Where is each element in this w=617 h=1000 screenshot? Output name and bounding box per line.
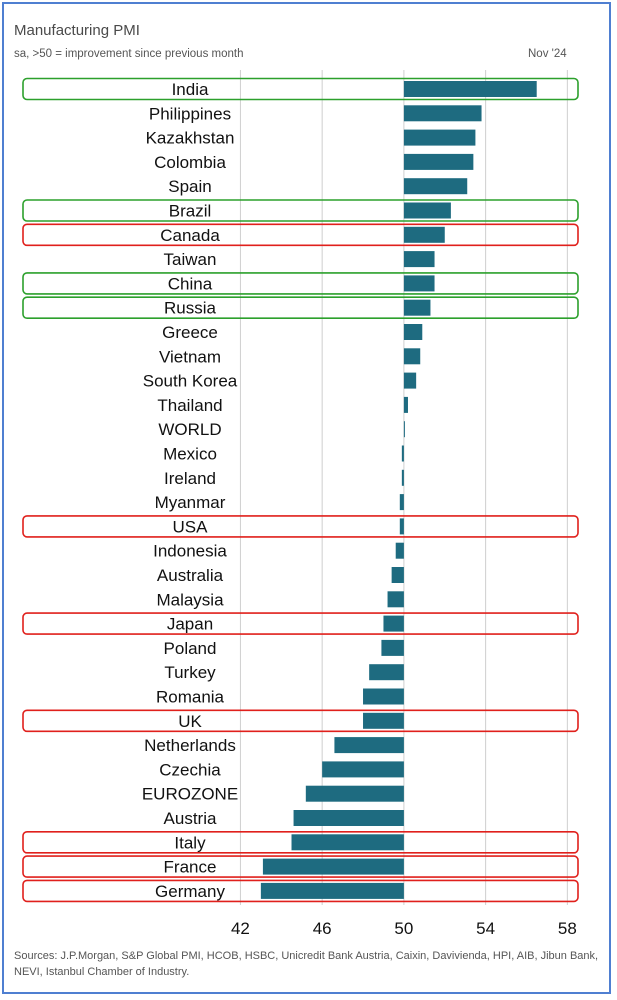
category-label: Vietnam: [159, 347, 221, 366]
category-label: Netherlands: [144, 736, 236, 755]
category-label: Austria: [164, 809, 217, 828]
category-label: South Korea: [143, 372, 238, 391]
bar: [322, 761, 404, 778]
x-tick-label: 58: [558, 919, 577, 938]
category-label: Romania: [156, 688, 225, 707]
category-label: India: [172, 80, 209, 99]
bar: [363, 688, 404, 705]
bar: [399, 494, 404, 511]
category-label: Japan: [167, 615, 213, 634]
category-label: Poland: [164, 639, 217, 658]
bar: [262, 858, 404, 875]
category-label: Brazil: [169, 202, 212, 221]
category-label: Australia: [157, 566, 224, 585]
category-label: Colombia: [154, 153, 226, 172]
category-label: Ireland: [164, 469, 216, 488]
category-label: China: [168, 274, 213, 293]
x-tick-label: 50: [394, 919, 413, 938]
bar: [403, 324, 423, 340]
bar: [403, 251, 435, 268]
bar: [403, 129, 476, 146]
category-label: Taiwan: [164, 250, 217, 269]
highlight-box-bad: [22, 223, 579, 247]
category-label: Italy: [174, 833, 206, 852]
category-label: Myanmar: [155, 493, 226, 512]
x-tick-label: 42: [231, 919, 250, 938]
x-tick-label: 54: [476, 919, 495, 938]
highlight-box-good: [22, 272, 579, 295]
category-label: Czechia: [159, 760, 221, 779]
category-label: Spain: [168, 177, 211, 196]
bar: [403, 396, 408, 413]
bar: [334, 737, 404, 754]
highlight-box-bad: [22, 515, 579, 538]
bar: [401, 445, 404, 462]
bar: [403, 202, 451, 219]
x-tick-label: 46: [313, 919, 332, 938]
bar: [369, 664, 404, 681]
category-label: Russia: [164, 299, 217, 318]
bar: [291, 834, 404, 851]
bar: [403, 81, 537, 97]
highlight-box-bad: [22, 612, 579, 635]
category-label: France: [164, 858, 217, 877]
category-label: EUROZONE: [142, 785, 238, 804]
bar: [391, 567, 404, 583]
highlight-box-good: [22, 199, 579, 222]
category-label: Indonesia: [153, 542, 227, 561]
category-label: Canada: [160, 226, 220, 245]
category-label: Greece: [162, 323, 218, 342]
chart-subtitle: sa, >50 = improvement since previous mon…: [14, 48, 244, 60]
bar: [403, 178, 468, 195]
bar: [403, 105, 482, 122]
bar: [403, 275, 435, 292]
bar: [403, 348, 421, 365]
category-label: Thailand: [157, 396, 222, 415]
highlight-box-bad: [22, 830, 579, 854]
category-label: Kazakhstan: [146, 129, 235, 148]
pmi-bar-chart: India Philippines Kazakhstan Colombia Spain B…: [22, 70, 579, 938]
bar: [403, 372, 417, 389]
bar: [403, 299, 431, 316]
highlight-box-good: [22, 77, 579, 101]
category-label: Germany: [155, 882, 225, 901]
bar: [387, 591, 404, 608]
bar: [293, 810, 404, 826]
highlight-box-good: [22, 296, 579, 320]
bar: [395, 542, 404, 559]
chart-frame: [2, 2, 611, 994]
bar: [260, 882, 404, 899]
chart-title: Manufacturing PMI: [14, 22, 140, 39]
bar: [399, 518, 404, 535]
highlight-box-bad: [22, 855, 579, 878]
category-label: WORLD: [158, 420, 221, 439]
category-label: Philippines: [149, 104, 231, 123]
bar: [403, 421, 405, 438]
category-label: Turkey: [164, 663, 216, 682]
bar: [383, 615, 404, 632]
bar: [381, 639, 404, 656]
bar: [401, 469, 404, 486]
bar: [403, 226, 445, 243]
highlight-box-bad: [22, 709, 579, 733]
category-label: Malaysia: [156, 590, 224, 609]
source-note: Sources: J.P.Morgan, S&P Global PMI, HCO…: [14, 950, 599, 978]
category-label: USA: [173, 517, 209, 536]
category-label: UK: [178, 712, 202, 731]
highlight-box-bad: [22, 879, 579, 903]
bar: [363, 712, 404, 729]
bar: [403, 153, 474, 170]
bar: [305, 785, 404, 802]
category-label: Mexico: [163, 445, 217, 464]
chart-date: Nov '24: [528, 48, 567, 60]
